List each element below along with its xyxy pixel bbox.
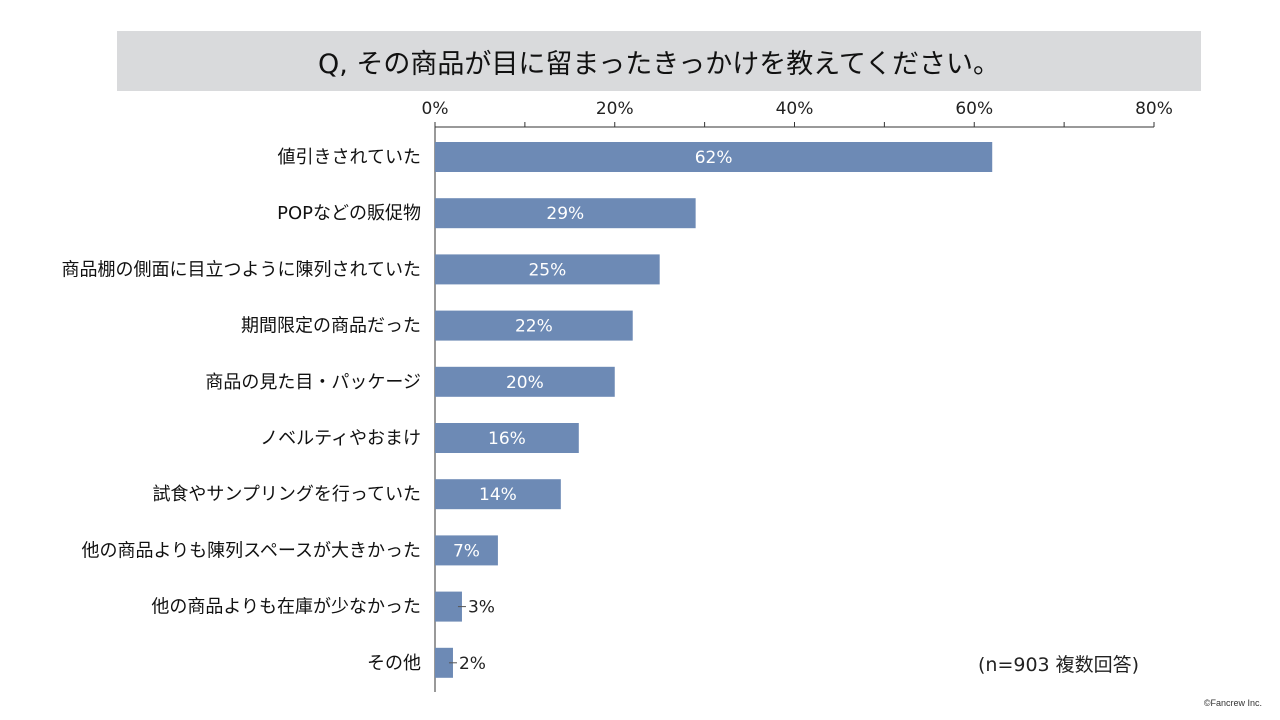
bar: [435, 591, 462, 622]
x-tick-label: 80%: [1135, 99, 1173, 119]
data-label: 22%: [515, 317, 553, 337]
bar: [435, 535, 498, 566]
category-label: その他: [367, 653, 421, 674]
bar: [435, 366, 615, 397]
bar: [435, 479, 561, 510]
bar: [435, 142, 993, 172]
category-label: 期間限定の商品だった: [241, 316, 421, 337]
x-tick-label: 60%: [955, 99, 993, 119]
data-label: 62%: [695, 148, 733, 168]
chart-title: Q, その商品が目に留まったきっかけを教えてください。: [317, 48, 1001, 80]
category-label: 他の商品よりも在庫が少なかった: [151, 597, 421, 618]
bar: [435, 310, 633, 341]
bar: [435, 423, 579, 453]
title-banner: Q, その商品が目に留まったきっかけを教えてください。: [117, 31, 1201, 91]
category-label: 商品棚の側面に目立つように陳列されていた: [62, 259, 421, 280]
sample-note: (n=903 複数回答): [978, 654, 1140, 676]
bar: [435, 647, 453, 678]
x-tick-label: 20%: [596, 99, 634, 119]
category-label: 他の商品よりも陳列スペースが大きかった: [82, 540, 421, 561]
category-label: ノベルティやおまけ: [260, 428, 421, 449]
category-label: 商品の見た目・パッケージ: [205, 372, 421, 393]
data-label: 25%: [528, 260, 566, 280]
data-label: 3%: [468, 598, 495, 618]
data-label: 29%: [546, 204, 584, 224]
bar: [435, 254, 660, 285]
copyright-text: ©Fancrew Inc.: [1203, 698, 1262, 708]
data-label: 14%: [479, 485, 517, 505]
category-label: 値引きされていた: [278, 147, 421, 168]
data-label: 20%: [506, 373, 544, 393]
data-label: 2%: [459, 654, 486, 674]
data-label: 16%: [488, 429, 526, 449]
data-label: 7%: [453, 541, 480, 561]
x-tick-label: 40%: [776, 99, 814, 119]
bar: [435, 198, 696, 229]
category-label: 試食やサンプリングを行っていた: [152, 484, 421, 505]
category-label: POPなどの販促物: [277, 203, 421, 224]
x-tick-label: 0%: [422, 99, 449, 119]
